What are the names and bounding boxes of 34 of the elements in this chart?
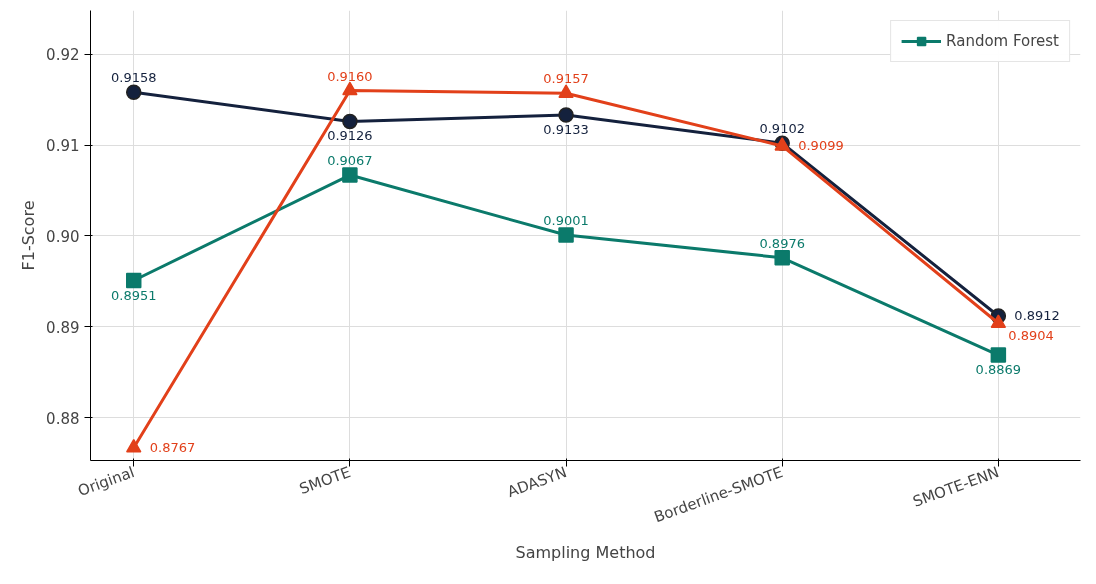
data-label: 0.9157 [543, 71, 589, 87]
point [774, 250, 790, 266]
point [990, 314, 1007, 329]
point [342, 81, 358, 96]
y-tick-label: 0.92 [46, 46, 80, 65]
data-label: 0.8767 [149, 440, 196, 456]
data-label: 0.9126 [327, 128, 373, 144]
point [558, 84, 574, 99]
data-label: 0.9158 [110, 70, 157, 86]
y-tick-label: 0.88 [46, 409, 80, 428]
point [342, 113, 358, 130]
data-label: 0.8869 [975, 362, 1022, 378]
point [125, 84, 142, 101]
data-label: 0.9133 [543, 122, 589, 138]
legend-label: Random Forest [946, 32, 1059, 50]
point [125, 272, 142, 289]
data-label: 0.9102 [759, 121, 805, 137]
y-tick-label: 0.91 [46, 137, 80, 156]
point [558, 227, 574, 243]
data-label: 0.9001 [543, 213, 589, 229]
data-label: 0.8951 [110, 287, 157, 303]
data-label: 0.8904 [1008, 328, 1054, 344]
y-tick-label: 0.90 [46, 227, 80, 246]
data-label: 0.8912 [1014, 308, 1060, 324]
point [558, 107, 574, 123]
y-axis-title: F1-Score [19, 200, 39, 271]
y-tick-label: 0.89 [46, 318, 80, 337]
data-label: 0.9099 [798, 138, 844, 154]
data-label: 0.9067 [327, 153, 373, 169]
point [990, 347, 1007, 363]
x-axis-title: Sampling Method [515, 542, 656, 562]
point [342, 167, 358, 183]
data-label: 0.9160 [327, 68, 373, 84]
data-label: 0.8976 [759, 235, 805, 251]
